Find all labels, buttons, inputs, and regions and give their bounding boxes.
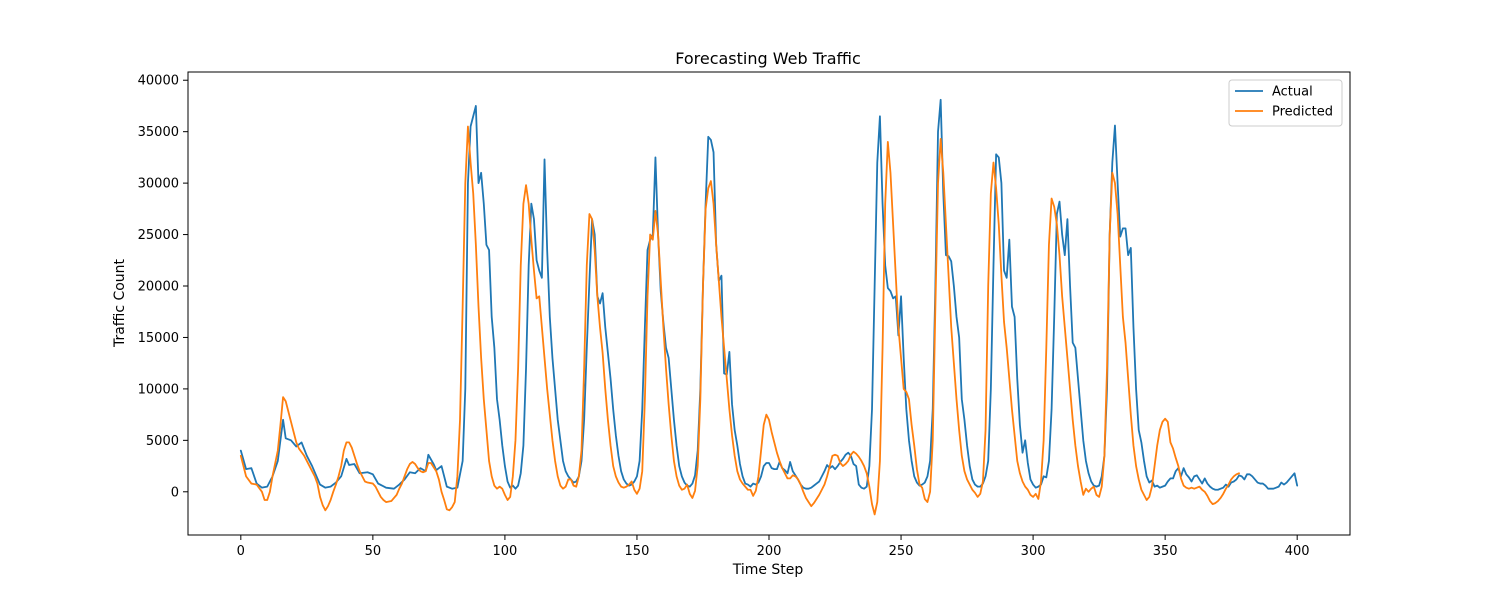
y-tick-label: 5000 — [146, 434, 179, 449]
x-tick-label: 0 — [237, 544, 245, 559]
y-tick-label: 20000 — [138, 280, 179, 295]
x-tick-label: 350 — [1153, 544, 1178, 559]
x-tick-label: 150 — [625, 544, 650, 559]
y-tick-label: 0 — [171, 485, 179, 500]
x-tick-label: 250 — [889, 544, 914, 559]
series-line-actual — [239, 98, 1299, 491]
y-tick-label: 40000 — [138, 74, 179, 89]
x-tick-label: 400 — [1285, 544, 1310, 559]
plot-area: 0 50 100 150 200 250 300 350 400 0 5000 10000 15000 2… — [138, 71, 1351, 559]
legend-label-actual: Actual — [1272, 85, 1313, 100]
x-tick-label: 50 — [365, 544, 382, 559]
y-tick-label: 25000 — [138, 228, 179, 243]
chart-title: Forecasting Web Traffic — [675, 49, 861, 68]
legend-label-predicted: Predicted — [1272, 105, 1333, 120]
y-tick-label: 10000 — [138, 382, 179, 397]
y-tick-label: 30000 — [138, 177, 179, 192]
x-tick-label: 100 — [492, 544, 517, 559]
series-line-predicted — [239, 125, 1240, 516]
y-axis-title: Traffic Count — [112, 258, 128, 348]
y-tick-label: 15000 — [138, 331, 179, 346]
x-tick-label: 200 — [757, 544, 782, 559]
x-tick-label: 300 — [1021, 544, 1046, 559]
x-axis-title: Time Step — [732, 562, 804, 578]
y-tick-label: 35000 — [138, 125, 179, 140]
legend: Actual Predicted — [1228, 79, 1343, 127]
